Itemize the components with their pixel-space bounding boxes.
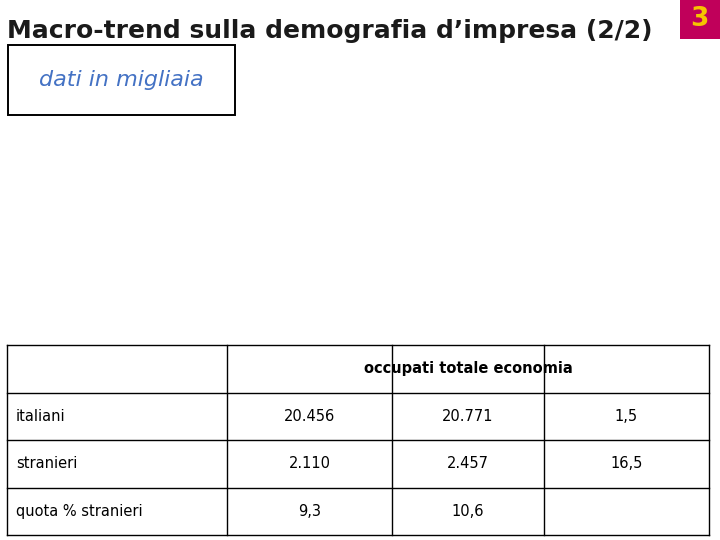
FancyBboxPatch shape xyxy=(8,45,235,115)
Text: 2.457: 2.457 xyxy=(447,456,489,471)
Text: italiani: italiani xyxy=(16,409,66,424)
FancyBboxPatch shape xyxy=(680,0,720,39)
Text: 3: 3 xyxy=(690,6,709,32)
Text: occupati totale economia: occupati totale economia xyxy=(364,361,572,376)
Text: 1,5: 1,5 xyxy=(615,409,638,424)
Text: 2.110: 2.110 xyxy=(289,456,330,471)
Text: dati in migliaia: dati in migliaia xyxy=(39,70,204,90)
Text: 20.456: 20.456 xyxy=(284,409,336,424)
Text: stranieri: stranieri xyxy=(16,456,77,471)
Text: Macro-trend sulla demografia d’impresa (2/2): Macro-trend sulla demografia d’impresa (… xyxy=(7,19,653,43)
Text: 9,3: 9,3 xyxy=(298,504,321,519)
Text: 16,5: 16,5 xyxy=(611,456,642,471)
Text: 20.771: 20.771 xyxy=(442,409,494,424)
Text: 10,6: 10,6 xyxy=(451,504,485,519)
Text: quota % stranieri: quota % stranieri xyxy=(16,504,143,519)
